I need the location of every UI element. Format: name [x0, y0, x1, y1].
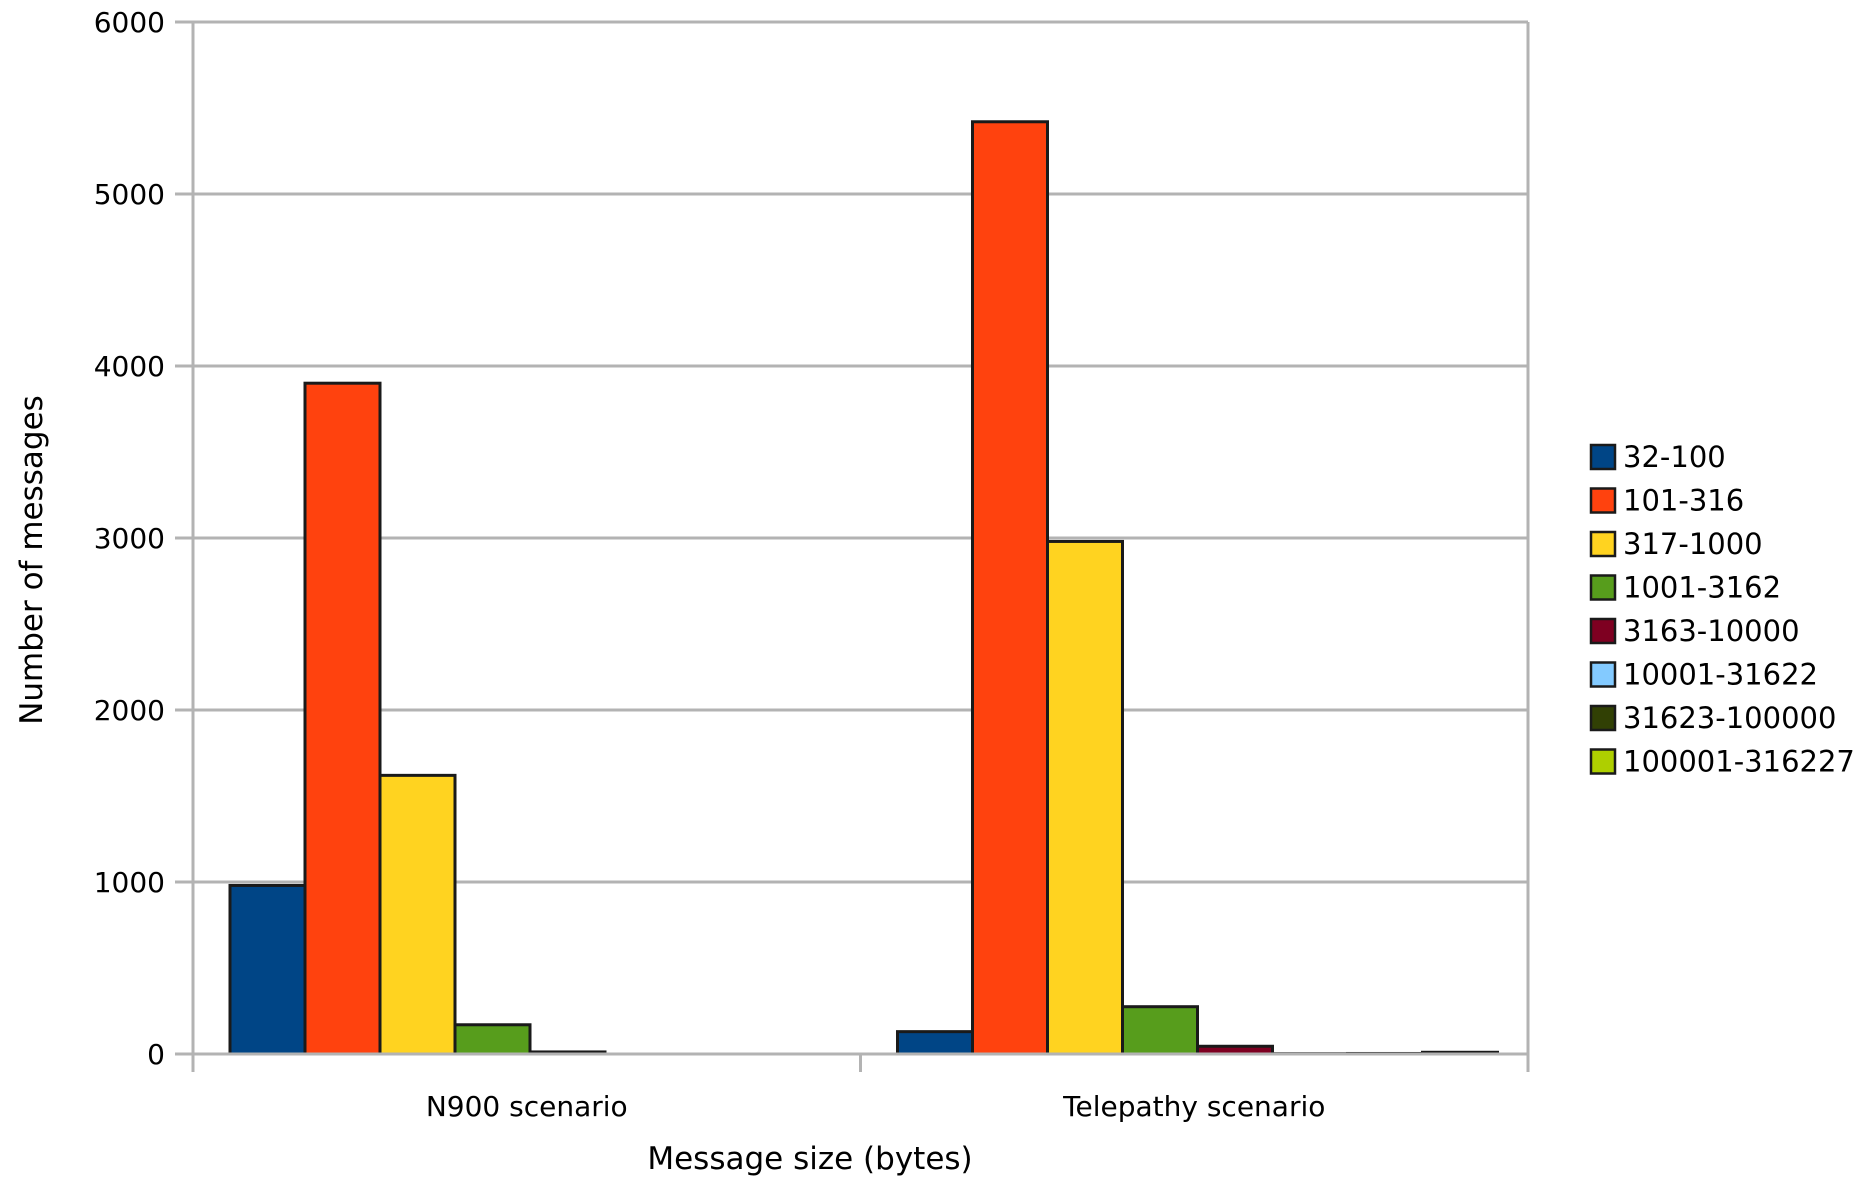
- legend-swatch: [1589, 617, 1617, 645]
- bar: [228, 883, 307, 1056]
- bar: [453, 1023, 532, 1056]
- legend-label: 31623-100000: [1623, 701, 1836, 735]
- x-tick-labels: N900 scenario Telepathy scenario: [426, 1090, 1326, 1123]
- bar: [896, 1030, 974, 1056]
- legend-swatch: [1589, 530, 1617, 558]
- legend-swatch: [1589, 748, 1617, 775]
- legend-label: 317-1000: [1623, 527, 1763, 561]
- legend-swatch: [1589, 443, 1617, 471]
- legend: 32-100 101-316 317-1000 1001-3162 3163-10000…: [1589, 440, 1855, 779]
- legend-label: 10001-31622: [1623, 658, 1818, 692]
- legend-label: 1001-3162: [1623, 571, 1781, 605]
- bar: [1046, 539, 1124, 1056]
- y-tick-label: 1000: [94, 866, 165, 899]
- bar: [303, 381, 382, 1056]
- legend-swatch: [1589, 661, 1617, 688]
- y-tick-label: 3000: [94, 522, 165, 555]
- y-tick-label: 2000: [94, 694, 165, 727]
- y-tick-labels: 0 1000 2000 3000 4000 5000 6000: [94, 6, 165, 1071]
- legend-label: 32-100: [1623, 440, 1726, 474]
- x-tick-label: N900 scenario: [426, 1090, 628, 1123]
- bar: [971, 120, 1049, 1056]
- legend-label: 100001-316227: [1623, 745, 1855, 779]
- legend-swatch: [1589, 704, 1617, 732]
- legend-label: 101-316: [1623, 484, 1744, 518]
- legend-swatch: [1589, 574, 1617, 601]
- bar: [1121, 1005, 1199, 1056]
- y-tick-label: 5000: [94, 178, 165, 211]
- bar: [378, 773, 457, 1056]
- y-tick-label: 6000: [94, 6, 165, 39]
- x-axis-title: Message size (bytes): [647, 1141, 972, 1177]
- y-tick-label: 4000: [94, 350, 165, 383]
- axes: [175, 20, 1530, 1072]
- legend-swatch: [1589, 487, 1617, 514]
- x-tick-label: Telepathy scenario: [1062, 1090, 1325, 1123]
- y-tick-label: 0: [147, 1038, 165, 1071]
- legend-label: 3163-10000: [1623, 614, 1800, 648]
- y-axis-title: Number of messages: [14, 395, 50, 725]
- bars: [228, 120, 1499, 1056]
